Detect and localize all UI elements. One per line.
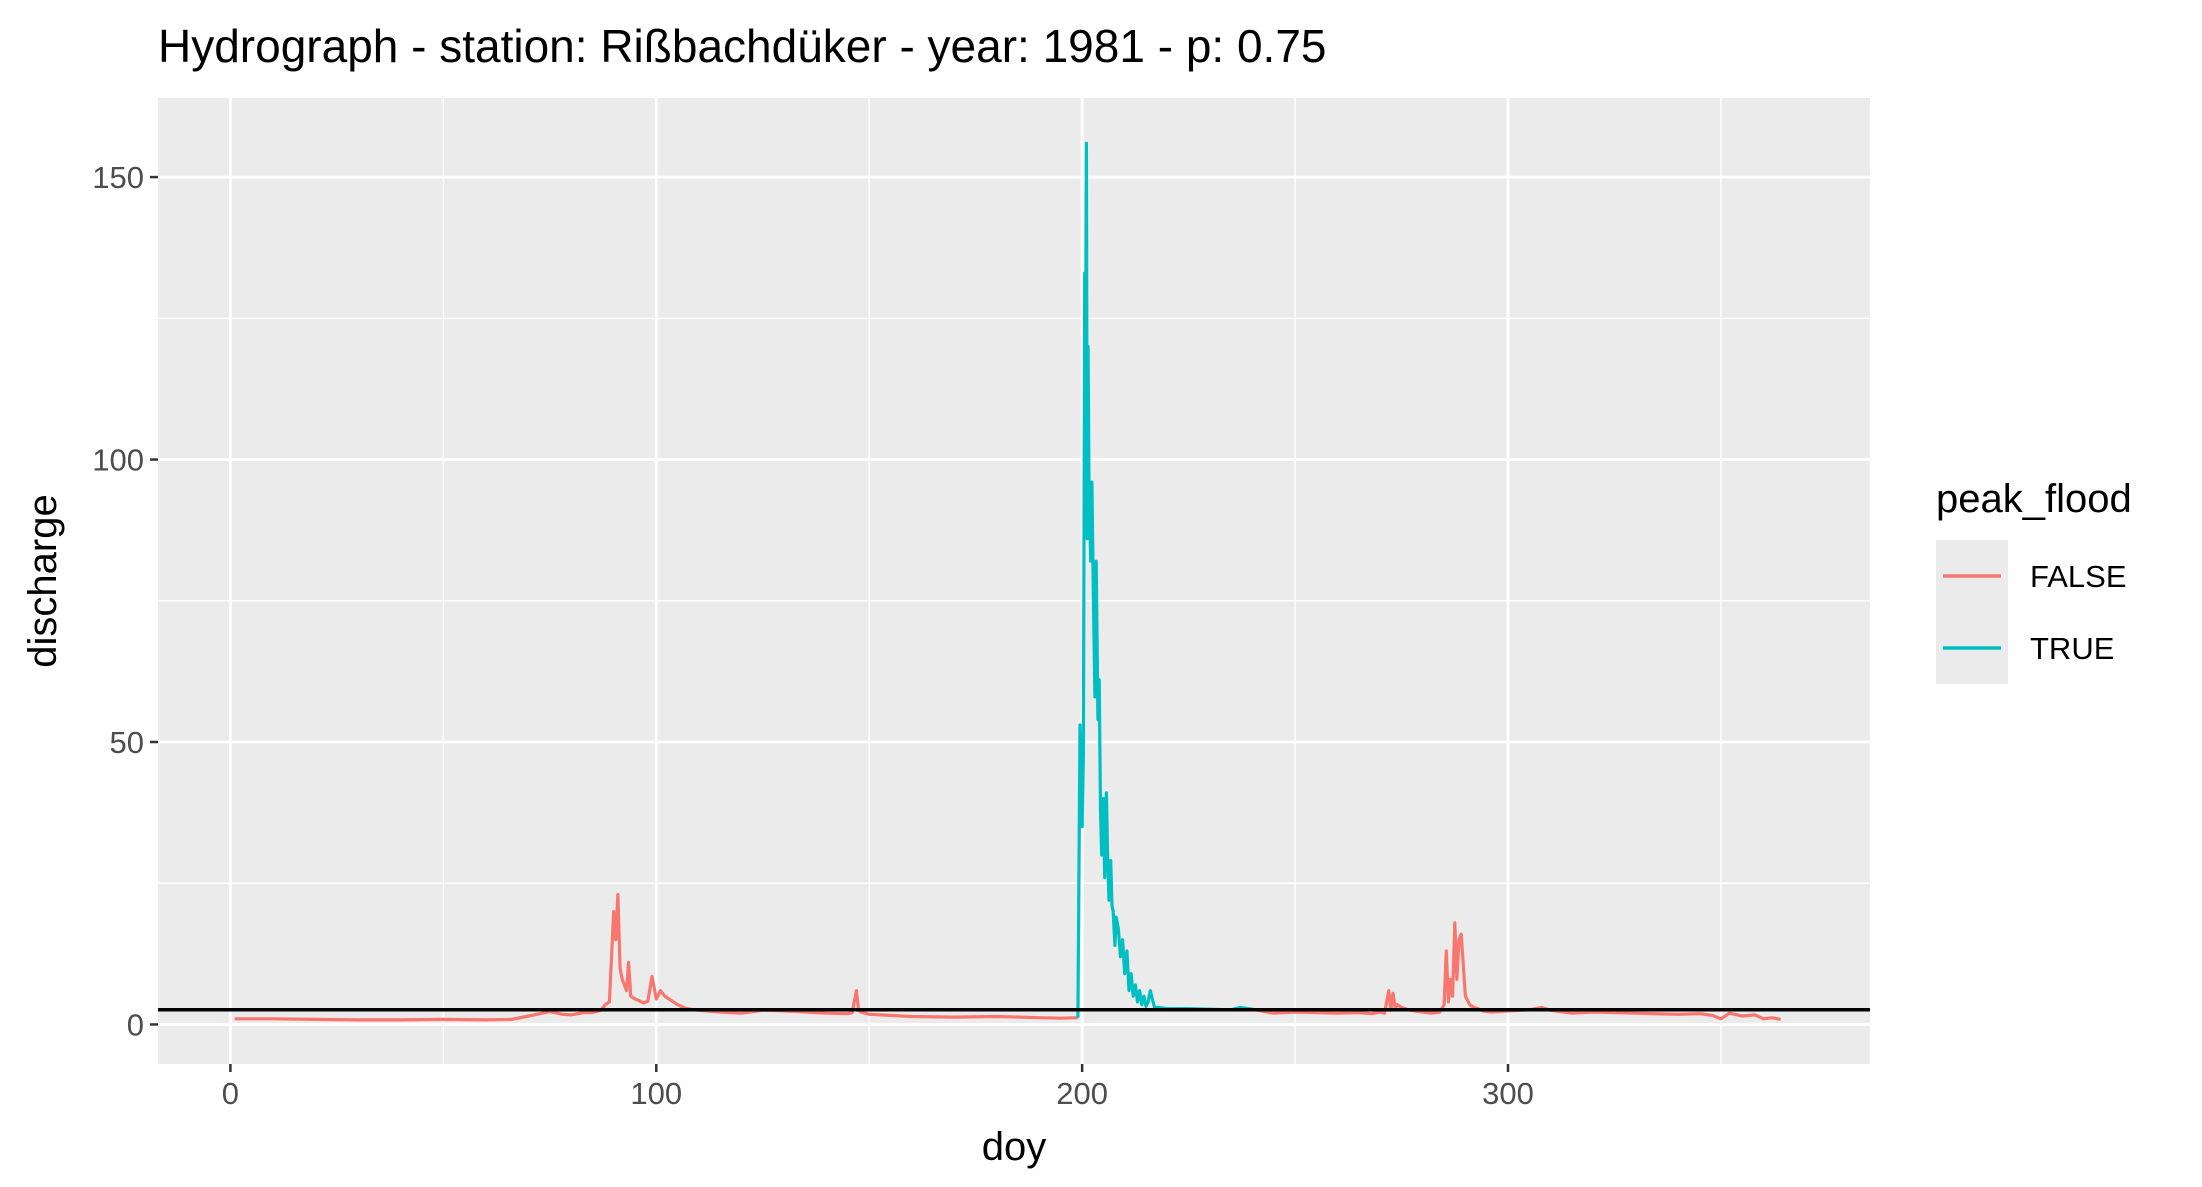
series-line-true (1076, 141, 1253, 1018)
y-axis: 0 50 100 150 (92, 160, 158, 1042)
y-tick-label: 50 (110, 725, 144, 760)
plot-panel (158, 98, 1870, 1064)
x-tick-label: 300 (1482, 1076, 1534, 1111)
minor-gridlines (158, 98, 1870, 1064)
y-tick-label: 0 (127, 1007, 144, 1042)
legend-title: peak_flood (1936, 477, 2132, 521)
series-line-false (234, 892, 1078, 1022)
x-axis-title: doy (982, 1125, 1047, 1169)
legend-label-false: FALSE (2030, 559, 2127, 594)
y-tick-label: 150 (92, 160, 144, 195)
x-tick-label: 200 (1056, 1076, 1108, 1111)
y-tick-label: 100 (92, 443, 144, 478)
x-axis: 0 100 200 300 (222, 1064, 1534, 1111)
y-axis-title: discharge (21, 494, 65, 667)
legend: peak_flood FALSE TRUE (1936, 477, 2132, 684)
series-line-false (1252, 921, 1781, 1021)
x-tick-label: 0 (222, 1076, 239, 1111)
x-tick-label: 100 (630, 1076, 682, 1111)
chart-title: Hydrograph - station: Rißbachdüker - yea… (158, 20, 1327, 72)
series-layer (234, 141, 1781, 1022)
major-gridlines (158, 98, 1870, 1064)
legend-label-true: TRUE (2030, 631, 2114, 666)
